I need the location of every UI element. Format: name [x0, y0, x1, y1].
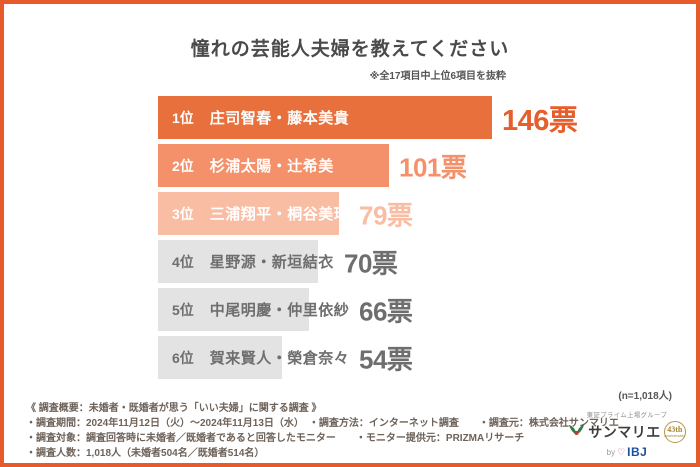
anniversary-number: 43th: [667, 425, 683, 434]
anniversary-sub: anniversary: [664, 433, 686, 438]
bar: [158, 288, 309, 331]
vote-count: 66票: [359, 296, 413, 326]
page-title: 憧れの芸能人夫婦を教えてください: [190, 39, 510, 60]
rank-label: 2位: [172, 157, 194, 174]
chart-row: 4位 星野源・新垣結衣 70票: [158, 240, 696, 283]
survey-summary-line: 《 調査概要：未婚者・既婚者が思う「いい夫婦」に関する調査 》: [26, 403, 322, 414]
chart-row: 3位 三浦翔平・桐谷美玲 79票: [158, 192, 696, 235]
bar: [158, 240, 318, 283]
by-label: by: [606, 447, 616, 457]
chart-row: 6位 賀来賢人・榮倉奈々 54票: [158, 336, 696, 379]
bar: [158, 144, 389, 187]
vote-count: 79票: [359, 200, 413, 230]
rank-label: 6位: [172, 349, 194, 366]
survey-detail-line: ・調査対象：調査回答時に未婚者／既婚者であると回答したモニター ・モニター提供元…: [26, 433, 525, 444]
header: 憧れの芸能人夫婦を教えてください ※全17項目中上位6項目を抜粋: [4, 34, 696, 82]
chart-row: 5位 中尾明慶・仲里依紗 66票: [158, 288, 696, 331]
bar-label: 3位 三浦翔平・桐谷美玲: [172, 192, 349, 235]
brand-name: サンマリエ: [588, 424, 661, 440]
vote-count: 146票: [502, 104, 578, 137]
couple-name: 三浦翔平・桐谷美玲: [209, 206, 350, 223]
couple-name: 星野源・新垣結衣: [209, 254, 334, 271]
chart-row: 1位 庄司智春・藤本美貴 146票: [158, 96, 696, 139]
rank-label: 5位: [172, 301, 194, 318]
brand-row: サンマリエ 43th anniversary: [568, 421, 686, 443]
vote-count: 54票: [359, 344, 413, 374]
survey-detail-line: ・調査期間：2024年11月12日（火）～2024年11月13日（水） ・調査方…: [26, 418, 619, 429]
bar-label: 1位 庄司智春・藤本美貴: [172, 96, 349, 139]
bar: [158, 192, 339, 235]
sample-size-note: (n=1,018人): [618, 391, 672, 402]
anniversary-badge: 43th anniversary: [663, 421, 686, 443]
vote-count: 101票: [399, 152, 467, 182]
rank-label: 4位: [172, 253, 194, 270]
couple-name: 賀来賢人・榮倉奈々: [209, 350, 350, 367]
survey-detail-line: ・調査人数：1,018人（未婚者504名／既婚者514名）: [26, 448, 265, 459]
bar-label: 5位 中尾明慶・仲里依紗: [172, 288, 349, 331]
rank-label: 3位: [172, 205, 194, 222]
chart-row: 2位 杉浦太陽・辻希美 101票: [158, 144, 696, 187]
leaf-bird-icon: [568, 423, 585, 442]
rank-label: 1位: [172, 109, 194, 126]
bar-label: 2位 杉浦太陽・辻希美: [172, 144, 334, 187]
subtitle-note: ※全17項目中上位6項目を抜粋: [369, 71, 506, 82]
vote-count: 70票: [344, 248, 398, 278]
couple-name: 中尾明慶・仲里依紗: [209, 302, 350, 319]
bar: [158, 336, 282, 379]
bar: [158, 96, 492, 139]
bar-label: 4位 星野源・新垣結衣: [172, 240, 334, 283]
couple-name: 庄司智春・藤本美貴: [209, 110, 350, 127]
ibj-logo-text: IBJ: [627, 445, 648, 459]
ranking-bar-chart: 1位 庄司智春・藤本美貴 146票 2位 杉浦太陽・辻希美 101票 3位 三浦翔平・桐谷美玲…: [158, 96, 696, 384]
heart-icon: ♡: [617, 446, 626, 457]
couple-name: 杉浦太陽・辻希美: [209, 158, 334, 175]
brand-logo-block: 東証プライム上場グループ サンマリエ 43th anniversary by ♡…: [568, 410, 686, 459]
group-label: 東証プライム上場グループ: [586, 412, 668, 419]
survey-overview: 《 調査概要：未婚者・既婚者が思う「いい夫婦」に関する調査 》 ・調査期間：20…: [26, 401, 619, 461]
by-ibj-row: by ♡ IBJ: [568, 445, 686, 459]
bar-label: 6位 賀来賢人・榮倉奈々: [172, 336, 349, 379]
